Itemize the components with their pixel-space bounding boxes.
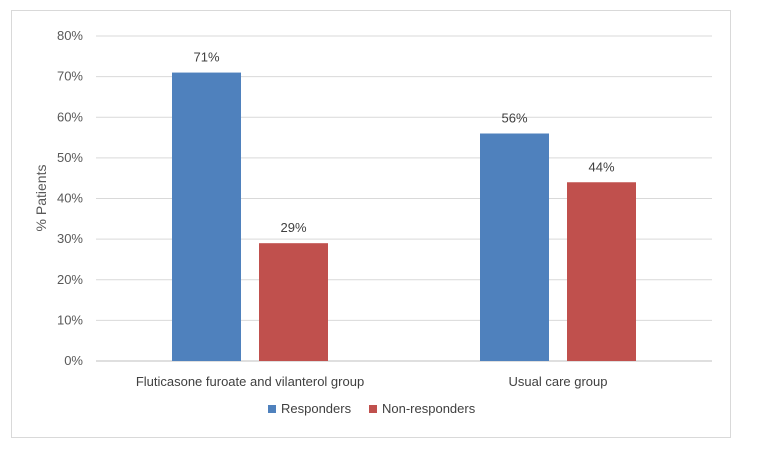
legend-label: Non-responders xyxy=(382,401,476,416)
data-label: 56% xyxy=(501,111,527,126)
data-labels: 71% 29% 56% 44% xyxy=(193,50,614,236)
y-tick-label: 70% xyxy=(57,69,83,84)
bars xyxy=(172,72,636,361)
y-axis-label: % Patients xyxy=(33,165,49,232)
data-label: 29% xyxy=(280,220,306,235)
legend-label: Responders xyxy=(281,401,352,416)
data-label: 44% xyxy=(588,159,614,174)
y-tick-label: 10% xyxy=(57,312,83,327)
category-label: Fluticasone furoate and vilanterol group xyxy=(136,374,364,389)
y-tick-label: 0% xyxy=(64,353,83,368)
y-tick-label: 20% xyxy=(57,272,83,287)
y-tick-label: 60% xyxy=(57,109,83,124)
y-tick-label: 30% xyxy=(57,231,83,246)
bar-non-responders xyxy=(567,182,636,361)
legend: Responders Non-responders xyxy=(268,401,476,416)
bar-non-responders xyxy=(259,243,328,361)
data-label: 71% xyxy=(193,50,219,65)
legend-swatch xyxy=(369,405,377,413)
y-axis-ticks: 0% 10% 20% 30% 40% 50% 60% 70% 80% xyxy=(57,28,83,368)
x-axis-categories: Fluticasone furoate and vilanterol group… xyxy=(136,374,608,389)
y-tick-label: 50% xyxy=(57,150,83,165)
y-tick-label: 80% xyxy=(57,28,83,43)
bar-responders xyxy=(480,133,549,361)
bar-responders xyxy=(172,72,241,361)
legend-swatch xyxy=(268,405,276,413)
category-label: Usual care group xyxy=(509,374,608,389)
y-tick-label: 40% xyxy=(57,191,83,206)
